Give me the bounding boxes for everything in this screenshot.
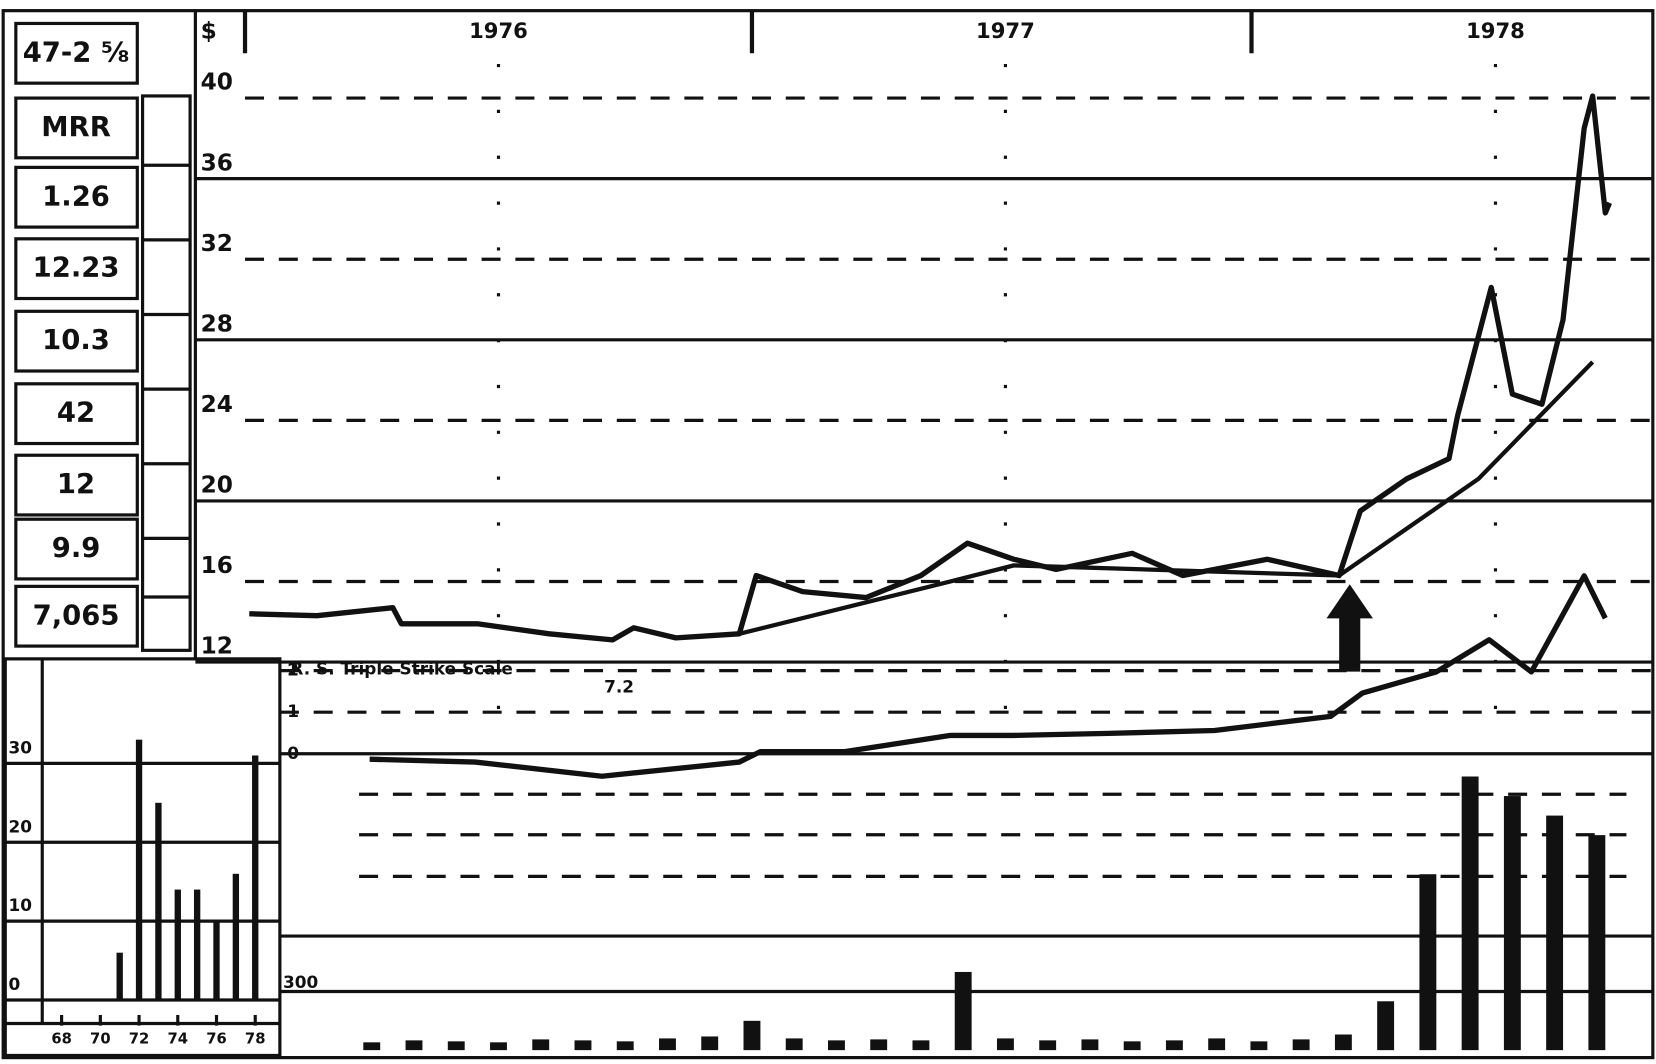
- y-tick-label: 10: [8, 896, 32, 916]
- bar: [1250, 1041, 1268, 1051]
- x-tick-label: 70: [90, 1029, 111, 1047]
- bar: [912, 1040, 930, 1051]
- x-tick-label: 1977: [976, 19, 1035, 44]
- x-tick-label: 72: [129, 1029, 150, 1047]
- bar: [405, 1040, 423, 1051]
- y-tick-label: 30: [8, 738, 32, 758]
- info-text: 12: [57, 467, 95, 500]
- info-text: 9.9: [52, 531, 101, 564]
- info-box: [14, 165, 139, 229]
- y-tick-label: 40: [201, 68, 233, 96]
- y-tick-label: 300: [283, 973, 318, 993]
- series-line: [738, 360, 1595, 636]
- bar: [954, 971, 972, 1051]
- info-box: [14, 453, 139, 517]
- info-text: 1.26: [42, 179, 110, 212]
- y-tick-label: 20: [8, 817, 32, 837]
- x-tick-label: 1978: [1466, 19, 1525, 44]
- bar: [1081, 1039, 1099, 1051]
- y-tick-label: 20: [201, 470, 233, 498]
- bar: [1419, 874, 1437, 1051]
- series-line: [369, 573, 1608, 779]
- bar: [1292, 1039, 1310, 1051]
- bar: [1039, 1040, 1057, 1051]
- rs-label: R. S. Triple Strike Scale: [290, 659, 512, 679]
- bar: [574, 1040, 592, 1051]
- bar: [135, 739, 143, 1001]
- bar: [870, 1039, 888, 1051]
- x-tick-label: 1976: [469, 19, 528, 44]
- x-tick-label: 68: [51, 1029, 72, 1047]
- bar: [1123, 1041, 1141, 1051]
- info-box: [14, 517, 139, 581]
- bar: [1334, 1034, 1352, 1051]
- bar: [532, 1039, 550, 1051]
- bar: [116, 952, 123, 1001]
- info-box: [14, 237, 139, 301]
- series-line: [249, 93, 1612, 643]
- bar: [1377, 1001, 1395, 1051]
- info-text: 47-2 ⅝: [23, 35, 130, 68]
- bar: [1208, 1038, 1226, 1051]
- info-box: [14, 309, 139, 373]
- info-box: [14, 382, 139, 446]
- info-box: [14, 96, 139, 160]
- bar: [155, 802, 162, 1001]
- bar: [701, 1036, 719, 1051]
- bar: [1503, 796, 1521, 1051]
- bar: [232, 873, 240, 1001]
- bar: [252, 755, 259, 1001]
- bar: [363, 1042, 381, 1051]
- info-text: 42: [57, 396, 95, 429]
- x-tick-label: 78: [245, 1029, 266, 1047]
- outer-frame: [1, 9, 1655, 1060]
- y-tick-label: 32: [201, 229, 233, 257]
- bar: [1165, 1040, 1183, 1051]
- breakout-arrow: [1326, 584, 1373, 672]
- info-box: [14, 584, 139, 648]
- x-tick-label: 74: [167, 1029, 188, 1047]
- bar: [828, 1040, 845, 1051]
- y-tick-label: 16: [201, 551, 233, 579]
- bar: [447, 1041, 465, 1051]
- bar: [1546, 815, 1564, 1051]
- bar: [1588, 835, 1606, 1051]
- bar: [193, 889, 201, 1001]
- bar: [490, 1042, 507, 1051]
- info-text: 10.3: [42, 323, 110, 356]
- y-tick-label: 24: [201, 390, 233, 418]
- info-text: 12.23: [33, 251, 120, 284]
- info-box: [14, 21, 139, 85]
- y-tick-label: 12: [201, 632, 233, 660]
- bar: [659, 1038, 676, 1051]
- y-tick-label: 0: [8, 975, 20, 995]
- x-tick-label: 76: [206, 1029, 227, 1047]
- bar: [616, 1041, 634, 1051]
- info-text: MRR: [41, 110, 111, 143]
- side-column: [140, 94, 192, 652]
- price-unit: $: [201, 16, 217, 44]
- bar: [213, 921, 220, 1001]
- y-tick-label: 36: [201, 148, 233, 176]
- rs-value: 7.2: [604, 678, 634, 698]
- bar: [785, 1038, 803, 1051]
- bar: [996, 1038, 1014, 1051]
- side-box: [140, 94, 192, 652]
- info-text: 7,065: [33, 598, 120, 631]
- bar: [174, 889, 181, 1001]
- bar: [743, 1020, 761, 1051]
- bar: [1461, 776, 1479, 1051]
- y-tick-label: 28: [201, 309, 233, 337]
